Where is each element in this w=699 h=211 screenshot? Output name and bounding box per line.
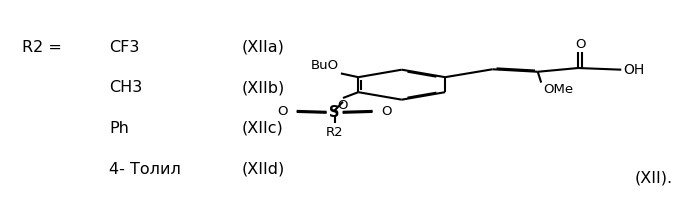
Text: 4- Толил: 4- Толил bbox=[109, 161, 181, 177]
Text: CH3: CH3 bbox=[109, 80, 143, 95]
Text: OMe: OMe bbox=[543, 83, 573, 96]
Text: O: O bbox=[575, 38, 586, 51]
Text: (XII).: (XII). bbox=[635, 171, 673, 186]
Text: O: O bbox=[381, 105, 391, 118]
Text: O: O bbox=[338, 99, 348, 112]
Text: OH: OH bbox=[624, 63, 644, 77]
Text: (XIId): (XIId) bbox=[242, 161, 284, 177]
Text: R2 =: R2 = bbox=[22, 40, 62, 55]
Text: Ph: Ph bbox=[109, 121, 129, 136]
Text: S: S bbox=[329, 106, 340, 120]
Text: R2: R2 bbox=[326, 126, 343, 139]
Text: (XIIc): (XIIc) bbox=[242, 121, 283, 136]
Text: (XIIa): (XIIa) bbox=[242, 40, 284, 55]
Text: O: O bbox=[278, 105, 288, 118]
Text: CF3: CF3 bbox=[109, 40, 140, 55]
Text: BuO: BuO bbox=[310, 59, 339, 72]
Text: (XIIb): (XIIb) bbox=[242, 80, 284, 95]
